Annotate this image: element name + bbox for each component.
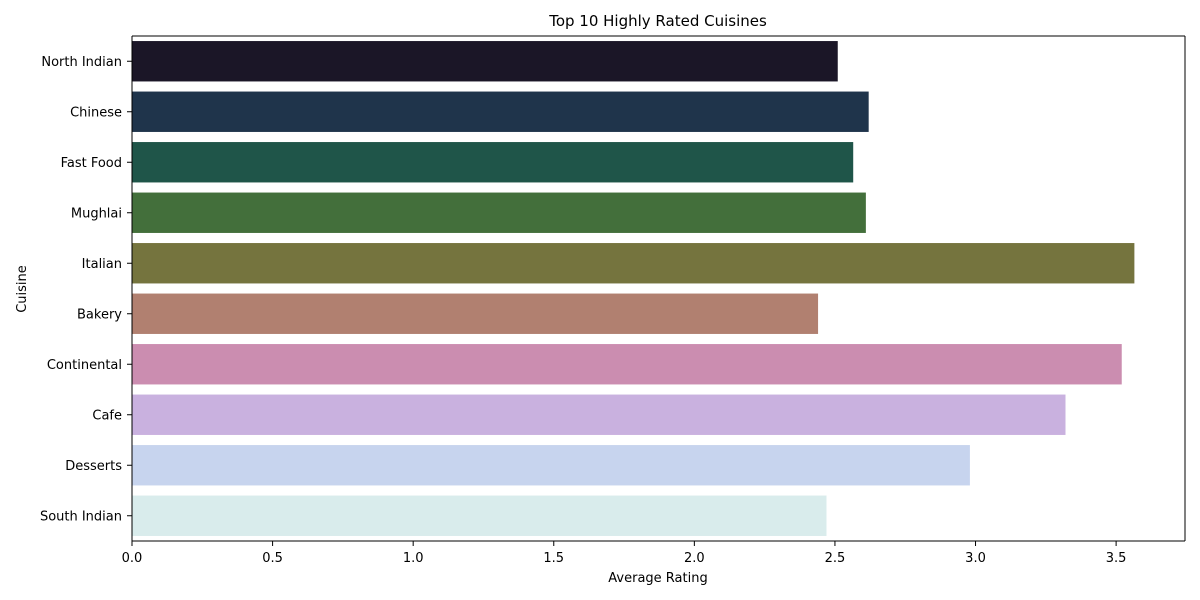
x-ticks: 0.0 0.5 1.0 1.5 2.0 2.5 3.0 3.5	[122, 541, 1127, 566]
x-tick-label: 3.0	[965, 551, 986, 566]
y-tick-label: Cafe	[92, 408, 122, 423]
y-tick-labels: North Indian Chinese Fast Food Mughlai Itali…	[40, 55, 132, 524]
y-tick-label: Continental	[47, 358, 122, 373]
y-tick-label: South Indian	[40, 509, 122, 524]
y-tick-label: Chinese	[70, 105, 122, 120]
bars-layer	[132, 41, 1135, 536]
bar-cafe	[132, 394, 1066, 435]
bar-chinese	[132, 91, 869, 132]
bar-north-indian	[132, 41, 838, 82]
y-tick-label: Bakery	[77, 307, 122, 322]
x-tick-label: 2.0	[684, 551, 705, 566]
y-axis-title: Cuisine	[15, 265, 30, 313]
bar-south-indian	[132, 495, 827, 536]
y-tick-label: Desserts	[65, 459, 122, 474]
bar-continental	[132, 344, 1122, 385]
y-tick-label: Italian	[82, 257, 122, 272]
bar-fast-food	[132, 142, 854, 183]
x-tick-label: 0.5	[262, 551, 283, 566]
x-axis-title: Average Rating	[608, 571, 707, 586]
x-tick-label: 1.5	[543, 551, 564, 566]
chart-title: Top 10 Highly Rated Cuisines	[548, 12, 767, 30]
x-tick-label: 2.5	[825, 551, 846, 566]
bar-bakery	[132, 293, 819, 334]
y-tick-label: Fast Food	[61, 156, 122, 171]
bar-mughlai	[132, 192, 866, 233]
y-tick-label: North Indian	[41, 55, 122, 70]
x-tick-label: 3.5	[1106, 551, 1127, 566]
x-tick-label: 0.0	[122, 551, 143, 566]
y-tick-label: Mughlai	[71, 206, 122, 221]
bar-italian	[132, 243, 1135, 284]
x-tick-label: 1.0	[403, 551, 424, 566]
bar-desserts	[132, 445, 970, 486]
